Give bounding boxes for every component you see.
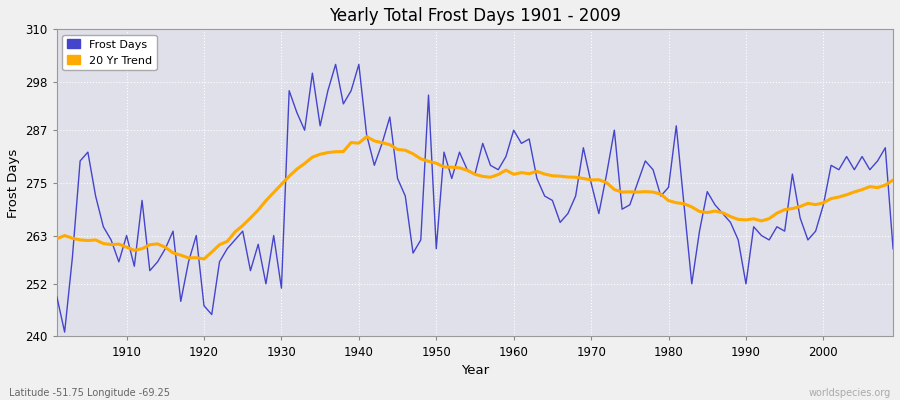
X-axis label: Year: Year <box>461 364 489 377</box>
Text: worldspecies.org: worldspecies.org <box>809 388 891 398</box>
Text: Latitude -51.75 Longitude -69.25: Latitude -51.75 Longitude -69.25 <box>9 388 170 398</box>
Legend: Frost Days, 20 Yr Trend: Frost Days, 20 Yr Trend <box>62 35 157 70</box>
Title: Yearly Total Frost Days 1901 - 2009: Yearly Total Frost Days 1901 - 2009 <box>329 7 621 25</box>
Y-axis label: Frost Days: Frost Days <box>7 148 20 218</box>
